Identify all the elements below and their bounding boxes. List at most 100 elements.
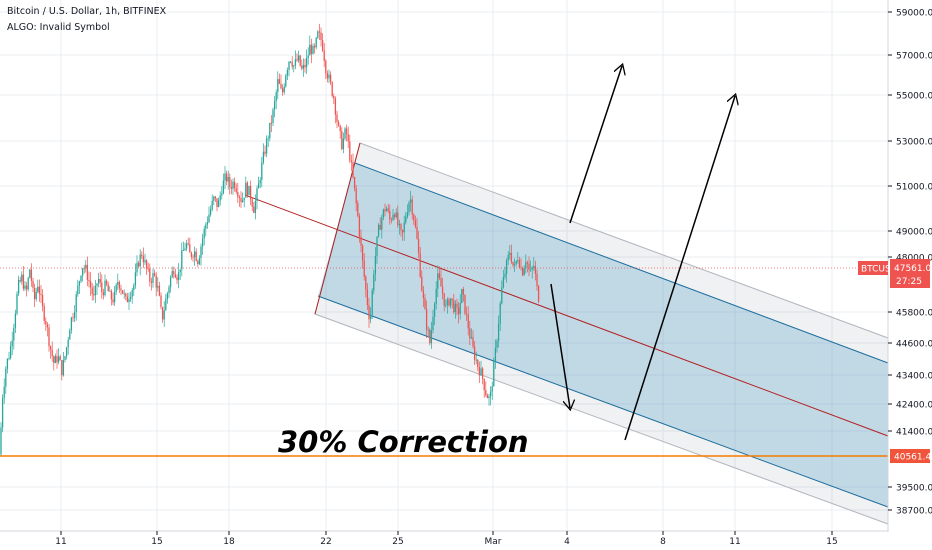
time-axis[interactable]: 11 15 18 22 25 Mar 4 8 11 15 [0,530,888,547]
candle-body [149,268,151,282]
candle-body [374,255,377,275]
candle-body [33,287,36,300]
y-tick-label: 53000.0 [896,138,932,148]
candle-body [297,55,300,61]
y-tick-label: 44600.0 [896,340,932,350]
candle-body [531,267,533,270]
correction-annotation[interactable]: 30% Correction [278,425,529,459]
candle-body [219,195,221,201]
candle-body [494,347,497,362]
candle-body [221,193,223,196]
candle-body [432,316,434,331]
candle-body [137,262,140,267]
x-tick-label: 8 [660,537,666,547]
candle-body [51,349,53,357]
candle-body [536,273,538,286]
price-axis[interactable]: 59000.0 57000.0 55000.0 53000.0 51000.0 49000… [887,0,932,532]
candle-body [253,206,255,213]
candle-body [389,211,391,220]
candle-body [246,182,249,196]
y-tick-label: 51000.0 [896,183,932,193]
candle-body [419,252,421,277]
candle-body [1,398,4,428]
candle-body [517,260,519,261]
candle-layer [0,23,540,456]
candle-body [417,238,420,253]
arrow-up-long[interactable] [624,96,735,441]
y-tick-label: 48000.0 [896,254,932,264]
candle-body [9,346,12,359]
candle-body [32,280,34,288]
candle-body [533,266,535,268]
candle-body [77,285,79,295]
candle-body [11,340,13,347]
candle-body [209,209,212,215]
candle-body [424,298,426,310]
candle-body [393,214,396,218]
candle-body [329,74,332,83]
candle-body [288,61,290,70]
candle-body [174,274,177,278]
candle-body [121,290,124,294]
candle-body [520,267,522,269]
candle-body [189,244,191,253]
candle-body [422,290,425,299]
candle-body [307,55,309,58]
candle-body [453,300,455,313]
candle-body [504,273,506,278]
candle-body [323,50,325,61]
candle-body [507,254,509,261]
candle-body [211,200,213,210]
candle-body [19,279,21,282]
candle-body [286,69,289,76]
x-tick-label: 15 [151,537,162,547]
candle-body [158,285,161,296]
candle-body [201,238,204,247]
candle-body [381,217,383,230]
candle-body [392,214,394,220]
candle-body [99,279,101,283]
svg-text:BTCUSD: BTCUSD [861,265,898,275]
candle-body [433,304,436,317]
current-price-badge: 47561.0 27:25 [890,259,931,288]
candle-body [257,183,260,189]
arrow-up-short[interactable] [569,66,622,224]
candle-body [5,368,7,387]
candle-body [401,229,404,233]
candle-body [208,214,210,223]
candle-body [153,273,156,276]
candle-body [64,356,66,360]
candle-body [69,330,71,340]
candle-body [405,216,407,223]
svg-text:47561.0: 47561.0 [894,264,931,274]
candle-body [497,323,500,341]
candle-body [237,192,239,198]
candle-body [25,285,28,290]
candle-body [296,59,298,61]
candle-body [472,337,474,347]
candle-body [304,64,306,68]
candle-body [168,287,170,294]
candle-body [182,250,185,251]
candle-body [496,340,498,348]
candle-body [81,268,84,276]
candle-body [65,347,68,357]
candle-body [355,188,357,204]
candle-body [337,121,340,126]
candle-body [373,274,375,291]
candle-body [523,268,525,276]
candle-body [429,329,431,344]
candle-body [430,330,433,344]
candle-body [451,298,453,301]
candle-body [139,254,141,267]
candle-body [78,281,81,286]
y-tick-label: 49000.0 [896,228,932,238]
candle-body [205,224,207,230]
arrow-down[interactable] [550,283,570,408]
candle-body [35,291,37,300]
candle-body [129,296,132,300]
candle-body [262,151,265,163]
chart-title: Bitcoin / U.S. Dollar, 1h, BITFINEX [7,6,167,17]
